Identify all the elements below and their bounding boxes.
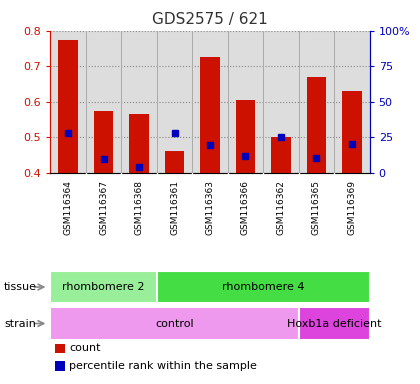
Text: control: control: [155, 318, 194, 329]
Bar: [236, 100, 255, 173]
Bar: [129, 114, 149, 173]
Text: GSM116364: GSM116364: [64, 180, 73, 235]
Text: rhombomere 2: rhombomere 2: [62, 282, 145, 292]
Bar: [55, 344, 65, 353]
Text: count: count: [69, 343, 101, 353]
Bar: [55, 361, 65, 371]
Bar: [200, 57, 220, 173]
Text: GSM116363: GSM116363: [205, 180, 215, 235]
Bar: [299, 307, 370, 340]
Text: GSM116366: GSM116366: [241, 180, 250, 235]
Text: GSM116367: GSM116367: [99, 180, 108, 235]
Title: GDS2575 / 621: GDS2575 / 621: [152, 12, 268, 27]
Bar: [94, 111, 113, 173]
Text: GSM116361: GSM116361: [170, 180, 179, 235]
Text: GSM116365: GSM116365: [312, 180, 321, 235]
Text: percentile rank within the sample: percentile rank within the sample: [69, 361, 257, 371]
Bar: [342, 91, 362, 173]
Text: Hoxb1a deficient: Hoxb1a deficient: [287, 318, 381, 329]
Bar: [58, 40, 78, 173]
Text: GSM116368: GSM116368: [134, 180, 144, 235]
Bar: [50, 307, 299, 340]
Text: GSM116362: GSM116362: [276, 180, 286, 235]
Text: tissue: tissue: [4, 282, 37, 292]
Text: GSM116369: GSM116369: [347, 180, 356, 235]
Bar: [271, 137, 291, 173]
Text: strain: strain: [4, 318, 36, 329]
Bar: [307, 77, 326, 173]
Bar: [165, 151, 184, 173]
Bar: [157, 271, 370, 303]
Bar: [50, 271, 157, 303]
Text: rhombomere 4: rhombomere 4: [222, 282, 304, 292]
